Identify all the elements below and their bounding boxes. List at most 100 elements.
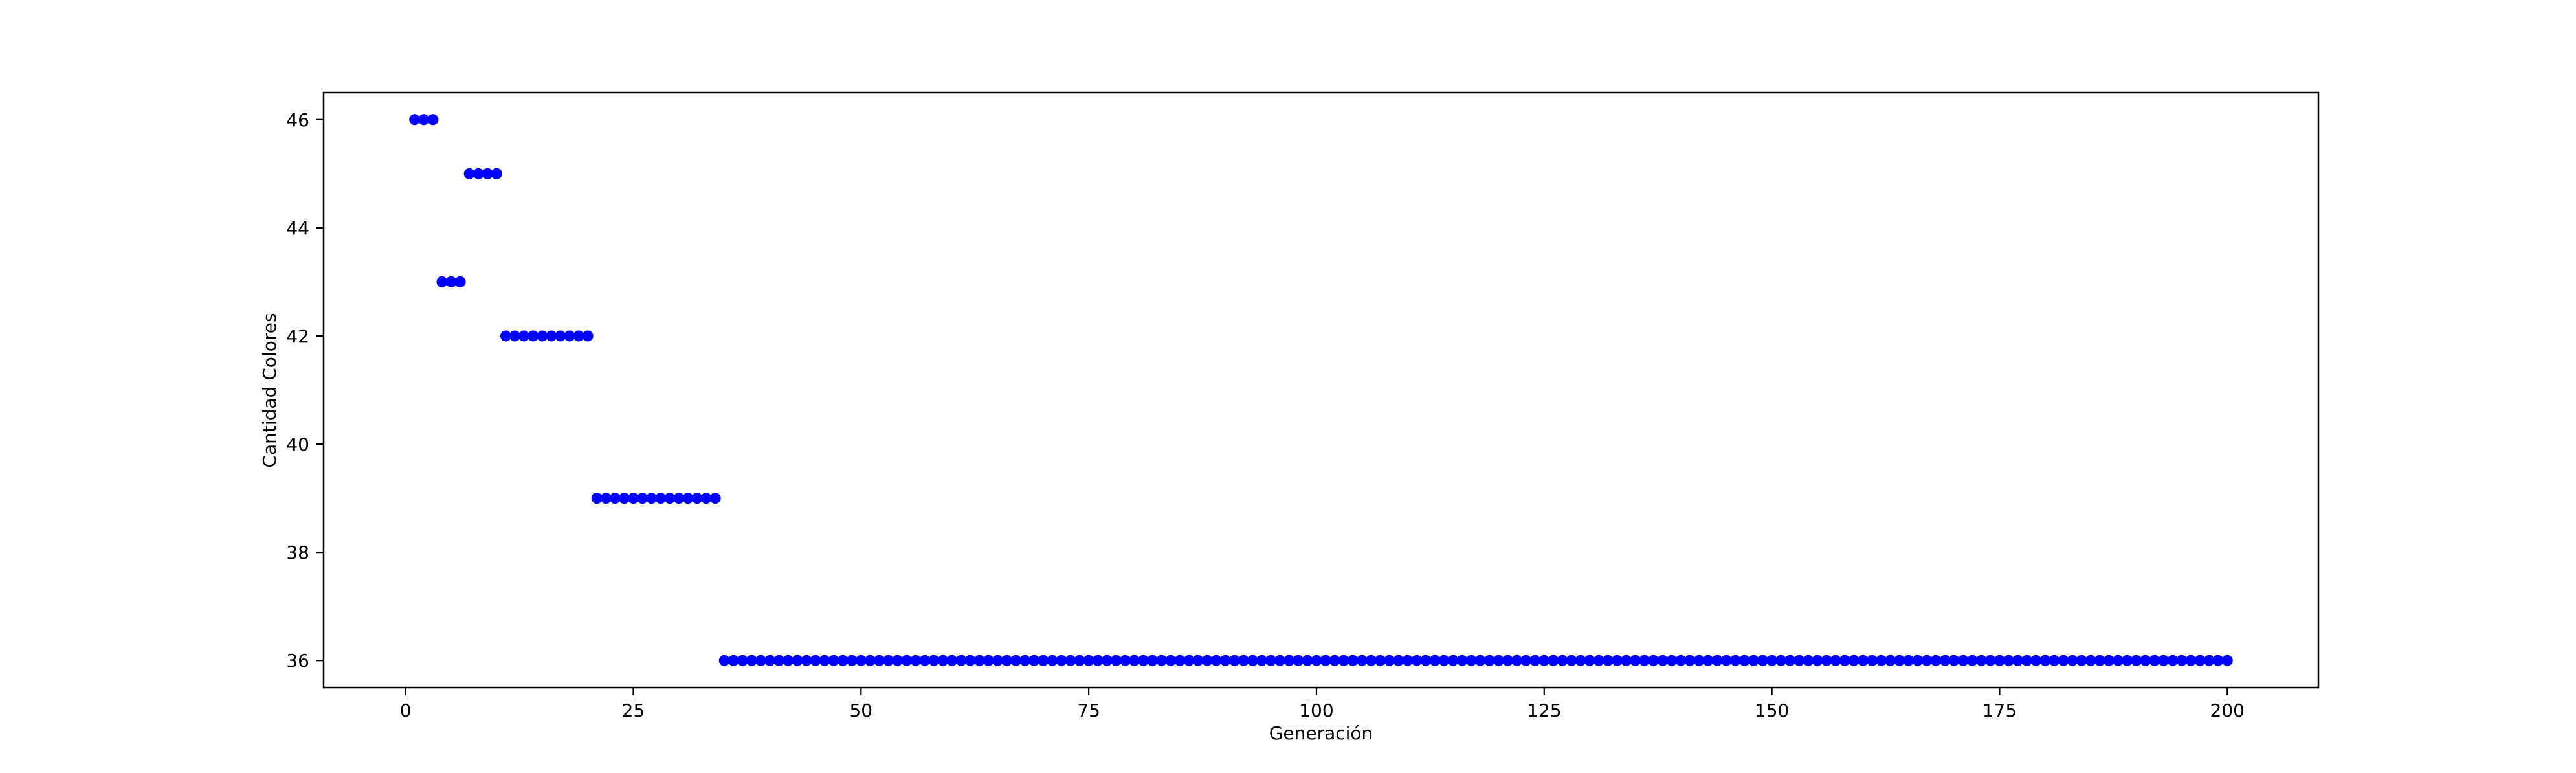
data-point [1648, 655, 1660, 666]
data-point [427, 114, 439, 126]
data-point [1228, 655, 1240, 666]
data-point [1474, 655, 1486, 666]
data-point [1729, 655, 1741, 666]
data-point [1083, 655, 1094, 666]
data-point [810, 655, 821, 666]
data-point [2158, 655, 2170, 666]
data-point [1101, 655, 1113, 666]
data-point [1329, 655, 1340, 666]
data-point [1265, 655, 1277, 666]
data-point [1092, 655, 1104, 666]
data-point [783, 655, 794, 666]
data-point [1293, 655, 1304, 666]
data-point [1156, 655, 1168, 666]
data-point [664, 493, 676, 504]
data-point [609, 493, 621, 504]
data-point [1174, 655, 1186, 666]
data-point [409, 114, 421, 126]
data-point [1557, 655, 1568, 666]
data-point [1192, 655, 1204, 666]
data-point [1575, 655, 1586, 666]
data-point [1538, 655, 1550, 666]
data-point [618, 493, 630, 504]
data-point [1620, 655, 1632, 666]
data-point [1812, 655, 1823, 666]
data-point [1147, 655, 1159, 666]
data-point [500, 330, 511, 342]
data-point [436, 276, 448, 287]
y-axis: 36 38 40 42 44 46 [286, 109, 324, 671]
data-point [1038, 655, 1049, 666]
data-point [1393, 655, 1405, 666]
data-point [1748, 655, 1759, 666]
data-point [1420, 655, 1432, 666]
data-point [1529, 655, 1541, 666]
data-point [472, 168, 484, 179]
data-point [1374, 655, 1386, 666]
data-point [1693, 655, 1705, 666]
data-point [955, 655, 967, 666]
data-point [537, 330, 548, 342]
data-point [1183, 655, 1195, 666]
data-point [1593, 655, 1604, 666]
data-point [1866, 655, 1878, 666]
data-point [1602, 655, 1614, 666]
data-point [1720, 655, 1732, 666]
data-point [2121, 655, 2133, 666]
data-point [1930, 655, 1942, 666]
data-point [600, 493, 612, 504]
data-point [1110, 655, 1122, 666]
data-point [773, 655, 785, 666]
data-point [2167, 655, 2179, 666]
data-point [2039, 655, 2051, 666]
data-point [801, 655, 812, 666]
x-tick-label: 175 [1982, 700, 2017, 721]
data-point [746, 655, 757, 666]
data-point [1921, 655, 1933, 666]
data-point [2049, 655, 2060, 666]
data-point [1283, 655, 1295, 666]
data-point [627, 493, 639, 504]
y-tick-label: 44 [286, 218, 309, 239]
data-point [1775, 655, 1787, 666]
data-point [1238, 655, 1249, 666]
data-point [1611, 655, 1623, 666]
data-point [1447, 655, 1459, 666]
data-point [946, 655, 958, 666]
data-point [1483, 655, 1495, 666]
x-tick-label: 125 [1527, 700, 1561, 721]
data-point [718, 655, 730, 666]
data-point [964, 655, 976, 666]
data-point [1338, 655, 1349, 666]
data-point [1247, 655, 1258, 666]
data-point [937, 655, 949, 666]
x-axis-label: Generación [1269, 723, 1373, 744]
data-point [1256, 655, 1268, 666]
data-point [1711, 655, 1723, 666]
y-tick-label: 40 [286, 434, 309, 455]
data-point [646, 493, 658, 504]
data-point [1138, 655, 1149, 666]
data-point [2076, 655, 2087, 666]
data-point [2067, 655, 2078, 666]
data-point [1493, 655, 1504, 666]
data-point [737, 655, 748, 666]
y-tick-label: 42 [286, 326, 309, 347]
data-point [846, 655, 858, 666]
data-point [1411, 655, 1423, 666]
data-point [700, 493, 712, 504]
data-point [1548, 655, 1559, 666]
data-point [928, 655, 940, 666]
data-point [1210, 655, 1222, 666]
data-point [873, 655, 885, 666]
data-point [454, 276, 466, 287]
data-point [564, 330, 575, 342]
data-point [1912, 655, 1924, 666]
data-point [1465, 655, 1477, 666]
data-point [2030, 655, 2042, 666]
data-point [1028, 655, 1040, 666]
x-tick-label: 50 [849, 700, 872, 721]
data-point [2194, 655, 2206, 666]
data-point [892, 655, 904, 666]
